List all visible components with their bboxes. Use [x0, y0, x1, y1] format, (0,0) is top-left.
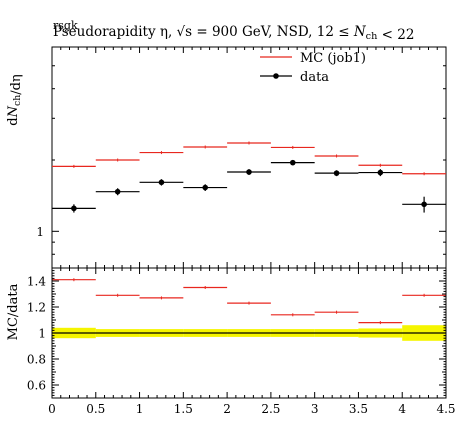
ratio-xtick-label-4: 2 [223, 402, 231, 416]
data-point-8 [421, 201, 427, 208]
ratio-uncertainty-band [52, 325, 446, 341]
ratio-ytick-label-1: 0.8 [27, 353, 46, 367]
ratio-xtick-label-7: 3.5 [349, 402, 368, 416]
main-ytick-label-0: 1 [36, 225, 44, 239]
legend-mc-label: MC (job1) [300, 51, 366, 66]
main-axes: 1 [36, 46, 447, 268]
ratio-xtick-label-5: 2.5 [261, 402, 280, 416]
data-point-2 [158, 179, 165, 186]
data-point-5 [289, 159, 296, 166]
ratio-xtick-label-9: 4.5 [436, 402, 455, 416]
ratio-xtick-label-0: 0 [48, 402, 56, 416]
main-series-layer [52, 141, 446, 213]
ratio-xtick-label-3: 1.5 [174, 402, 193, 416]
data-point-6 [333, 170, 340, 176]
data-point-0 [71, 205, 77, 212]
ratio-xtick-label-1: 0.5 [86, 402, 105, 416]
ratio-series-layer [52, 278, 446, 325]
legend-data-label: data [300, 70, 329, 85]
ratio-y-axis-label: MC/data [6, 283, 21, 340]
top-tag: rsgk [53, 19, 78, 32]
ratio-xtick-label-2: 1 [136, 402, 144, 416]
ratio-panel: 0 0.5 1 1.5 2 2.5 3 3.5 4 4.5 0.6 0.8 1 1.2 1.4 MC/dat… [6, 267, 456, 416]
legend-data-marker [273, 73, 279, 79]
main-panel: 1 dNch/dη MC (job1) data [6, 46, 447, 269]
data-point-7 [377, 169, 384, 176]
ratio-ytick-label-2: 1 [38, 327, 46, 341]
ratio-xtick-label-8: 4 [398, 402, 406, 416]
legend: MC (job1) data [260, 51, 366, 85]
ratio-ytick-label-3: 1.2 [27, 301, 46, 315]
ratio-xtick-label-6: 3 [311, 402, 319, 416]
data-point-1 [114, 188, 121, 195]
data-point-4 [246, 169, 252, 175]
ratio-axes: 0 0.5 1 1.5 2 2.5 3 3.5 4 4.5 0.6 0.8 1 1.2 1.4 [27, 267, 456, 416]
main-plot-frame [51, 46, 447, 269]
ratio-ytick-label-4: 1.4 [27, 275, 46, 289]
main-y-axis-label: dNch/dη [6, 74, 24, 125]
data-point-3 [202, 184, 209, 191]
plot-title: Pseudorapidity η, √s = 900 GeV, NSD, 12 … [53, 24, 414, 43]
ratio-ytick-label-0: 0.6 [27, 379, 46, 393]
